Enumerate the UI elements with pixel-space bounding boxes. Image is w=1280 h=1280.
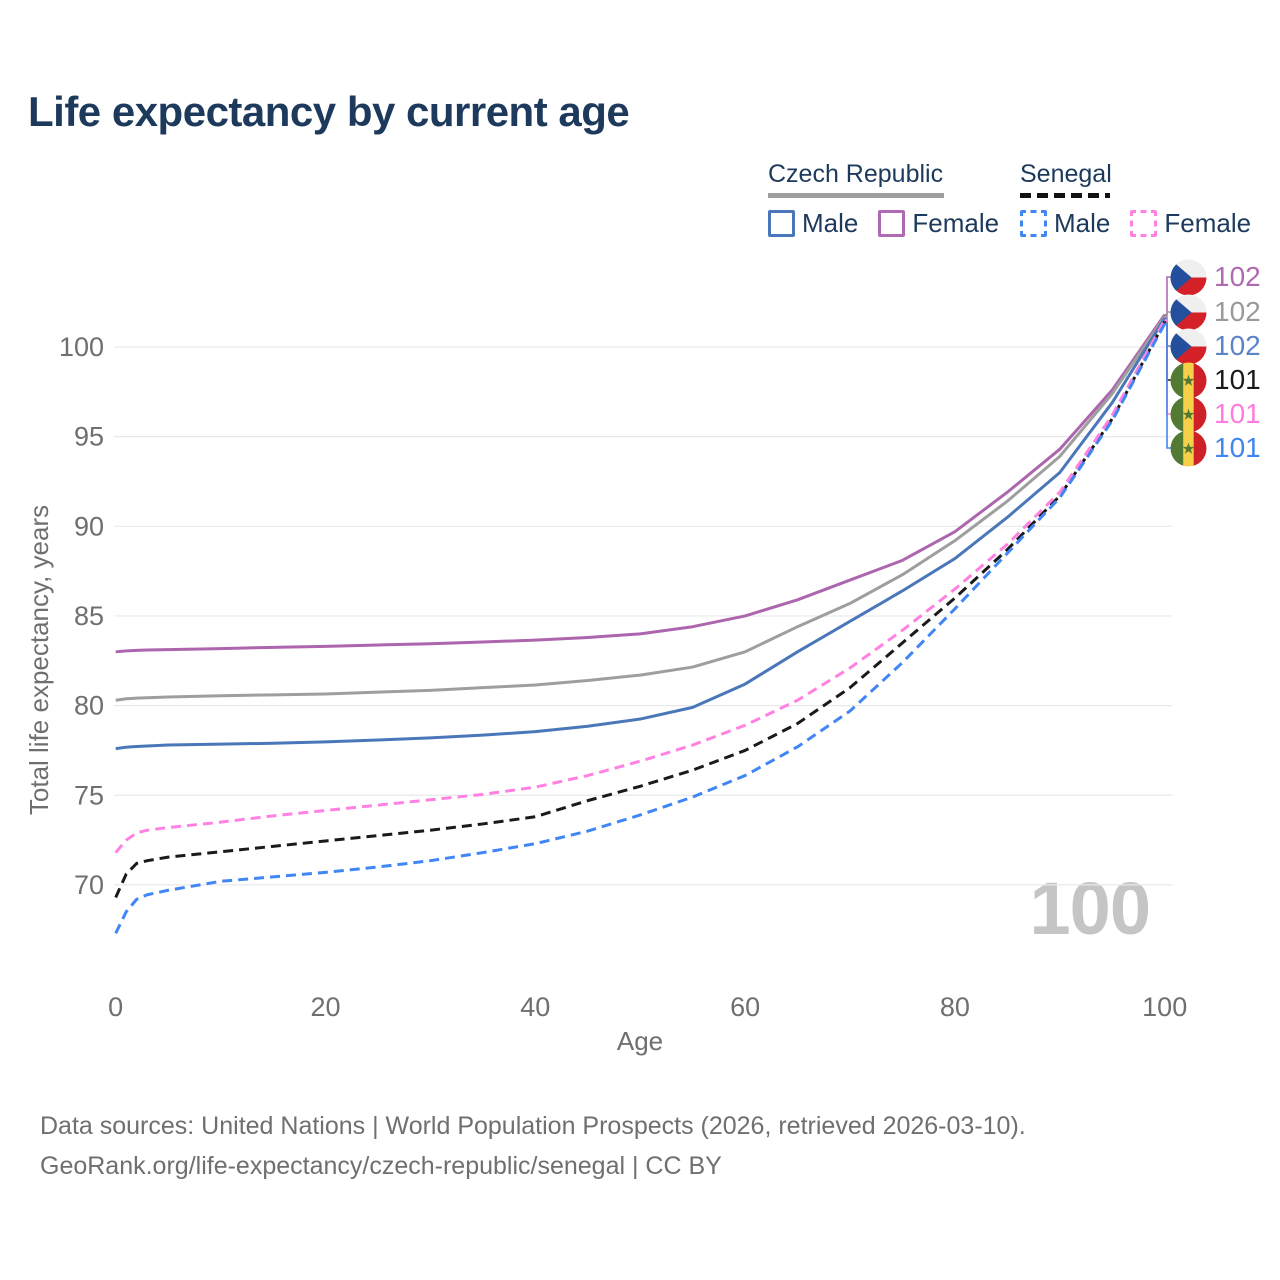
end-label-value: 102: [1214, 296, 1261, 327]
y-tick-label: 90: [74, 511, 104, 541]
end-label-row: 102: [1170, 259, 1261, 295]
y-tick-label: 70: [74, 870, 104, 900]
end-label-value: 101: [1214, 398, 1261, 429]
flag-czech-republic-icon: [1170, 328, 1207, 364]
legend-underline-dashed: [1020, 193, 1110, 198]
flag-senegal-icon: [1170, 430, 1207, 466]
cz-female-swatch-icon: [878, 210, 906, 237]
series-lines: [114, 313, 1167, 934]
legend-header-czech-republic: Czech Republic: [768, 160, 944, 188]
legend-header-senegal: Senegal: [1020, 160, 1112, 188]
end-label-row: 101: [1170, 362, 1261, 398]
x-tick-label: 40: [520, 992, 550, 1022]
current-age-watermark: 100: [1029, 867, 1151, 950]
x-tick-label: 0: [108, 992, 123, 1022]
legend-item-cz-male[interactable]: Male: [768, 208, 858, 239]
legend-group-senegal: Senegal Male Female: [1020, 160, 1251, 239]
end-label-row: 101: [1170, 430, 1261, 466]
end-label-value: 101: [1214, 364, 1261, 395]
y-tick-label: 95: [74, 422, 104, 452]
end-label-value: 102: [1214, 261, 1261, 292]
footer: Data sources: United Nations | World Pop…: [40, 1106, 1026, 1186]
y-tick-label: 75: [74, 780, 104, 810]
legend-item-sn-female[interactable]: Female: [1130, 208, 1251, 239]
attribution-line: GeoRank.org/life-expectancy/czech-republ…: [40, 1152, 722, 1180]
x-tick-label: 100: [1142, 992, 1187, 1022]
legend-item-label: Male: [1054, 208, 1111, 238]
cz-male-swatch-icon: [768, 210, 795, 237]
end-label-row: 102: [1170, 294, 1261, 330]
end-label-row: 102: [1170, 328, 1261, 364]
y-tick-label: 100: [59, 332, 104, 362]
y-tick-label: 85: [74, 601, 104, 631]
x-tick-label: 80: [940, 992, 970, 1022]
legend-underline-solid: [768, 193, 944, 198]
flag-senegal-icon: [1170, 362, 1207, 398]
end-label-value: 101: [1214, 432, 1261, 463]
legend-group-czech-republic: Czech Republic Male Female: [768, 160, 999, 239]
legend-item-cz-female[interactable]: Female: [878, 208, 999, 239]
flag-senegal-icon: [1170, 396, 1207, 432]
flag-czech-republic-icon: [1170, 294, 1207, 330]
page-title: Life expectancy by current age: [28, 88, 630, 135]
series-line-sn-total: [114, 321, 1167, 899]
x-tick-label: 20: [310, 992, 340, 1022]
series-line-sn-male: [114, 322, 1167, 934]
end-label-value: 102: [1214, 330, 1261, 361]
legend-item-label: Female: [1164, 208, 1252, 238]
flag-czech-republic-icon: [1170, 259, 1207, 295]
x-axis-title: Age: [617, 1026, 663, 1056]
sn-female-swatch-icon: [1130, 210, 1158, 237]
legend-item-label: Female: [912, 208, 1000, 238]
end-label-row: 101: [1170, 396, 1261, 432]
series-line-sn-female: [114, 319, 1167, 854]
series-line-cz-male: [115, 317, 1166, 751]
sn-male-swatch-icon: [1020, 210, 1047, 237]
y-tick-label: 80: [74, 691, 104, 721]
series-line-cz-female: [115, 313, 1166, 654]
legend-item-label: Male: [802, 208, 859, 238]
legend-item-sn-male[interactable]: Male: [1020, 208, 1110, 239]
data-sources-line: Data sources: United Nations | World Pop…: [40, 1112, 1026, 1140]
series-line-cz-total: [115, 315, 1166, 702]
x-tick-label: 60: [730, 992, 760, 1022]
y-axis-title: Total life expectancy, years: [24, 505, 54, 815]
